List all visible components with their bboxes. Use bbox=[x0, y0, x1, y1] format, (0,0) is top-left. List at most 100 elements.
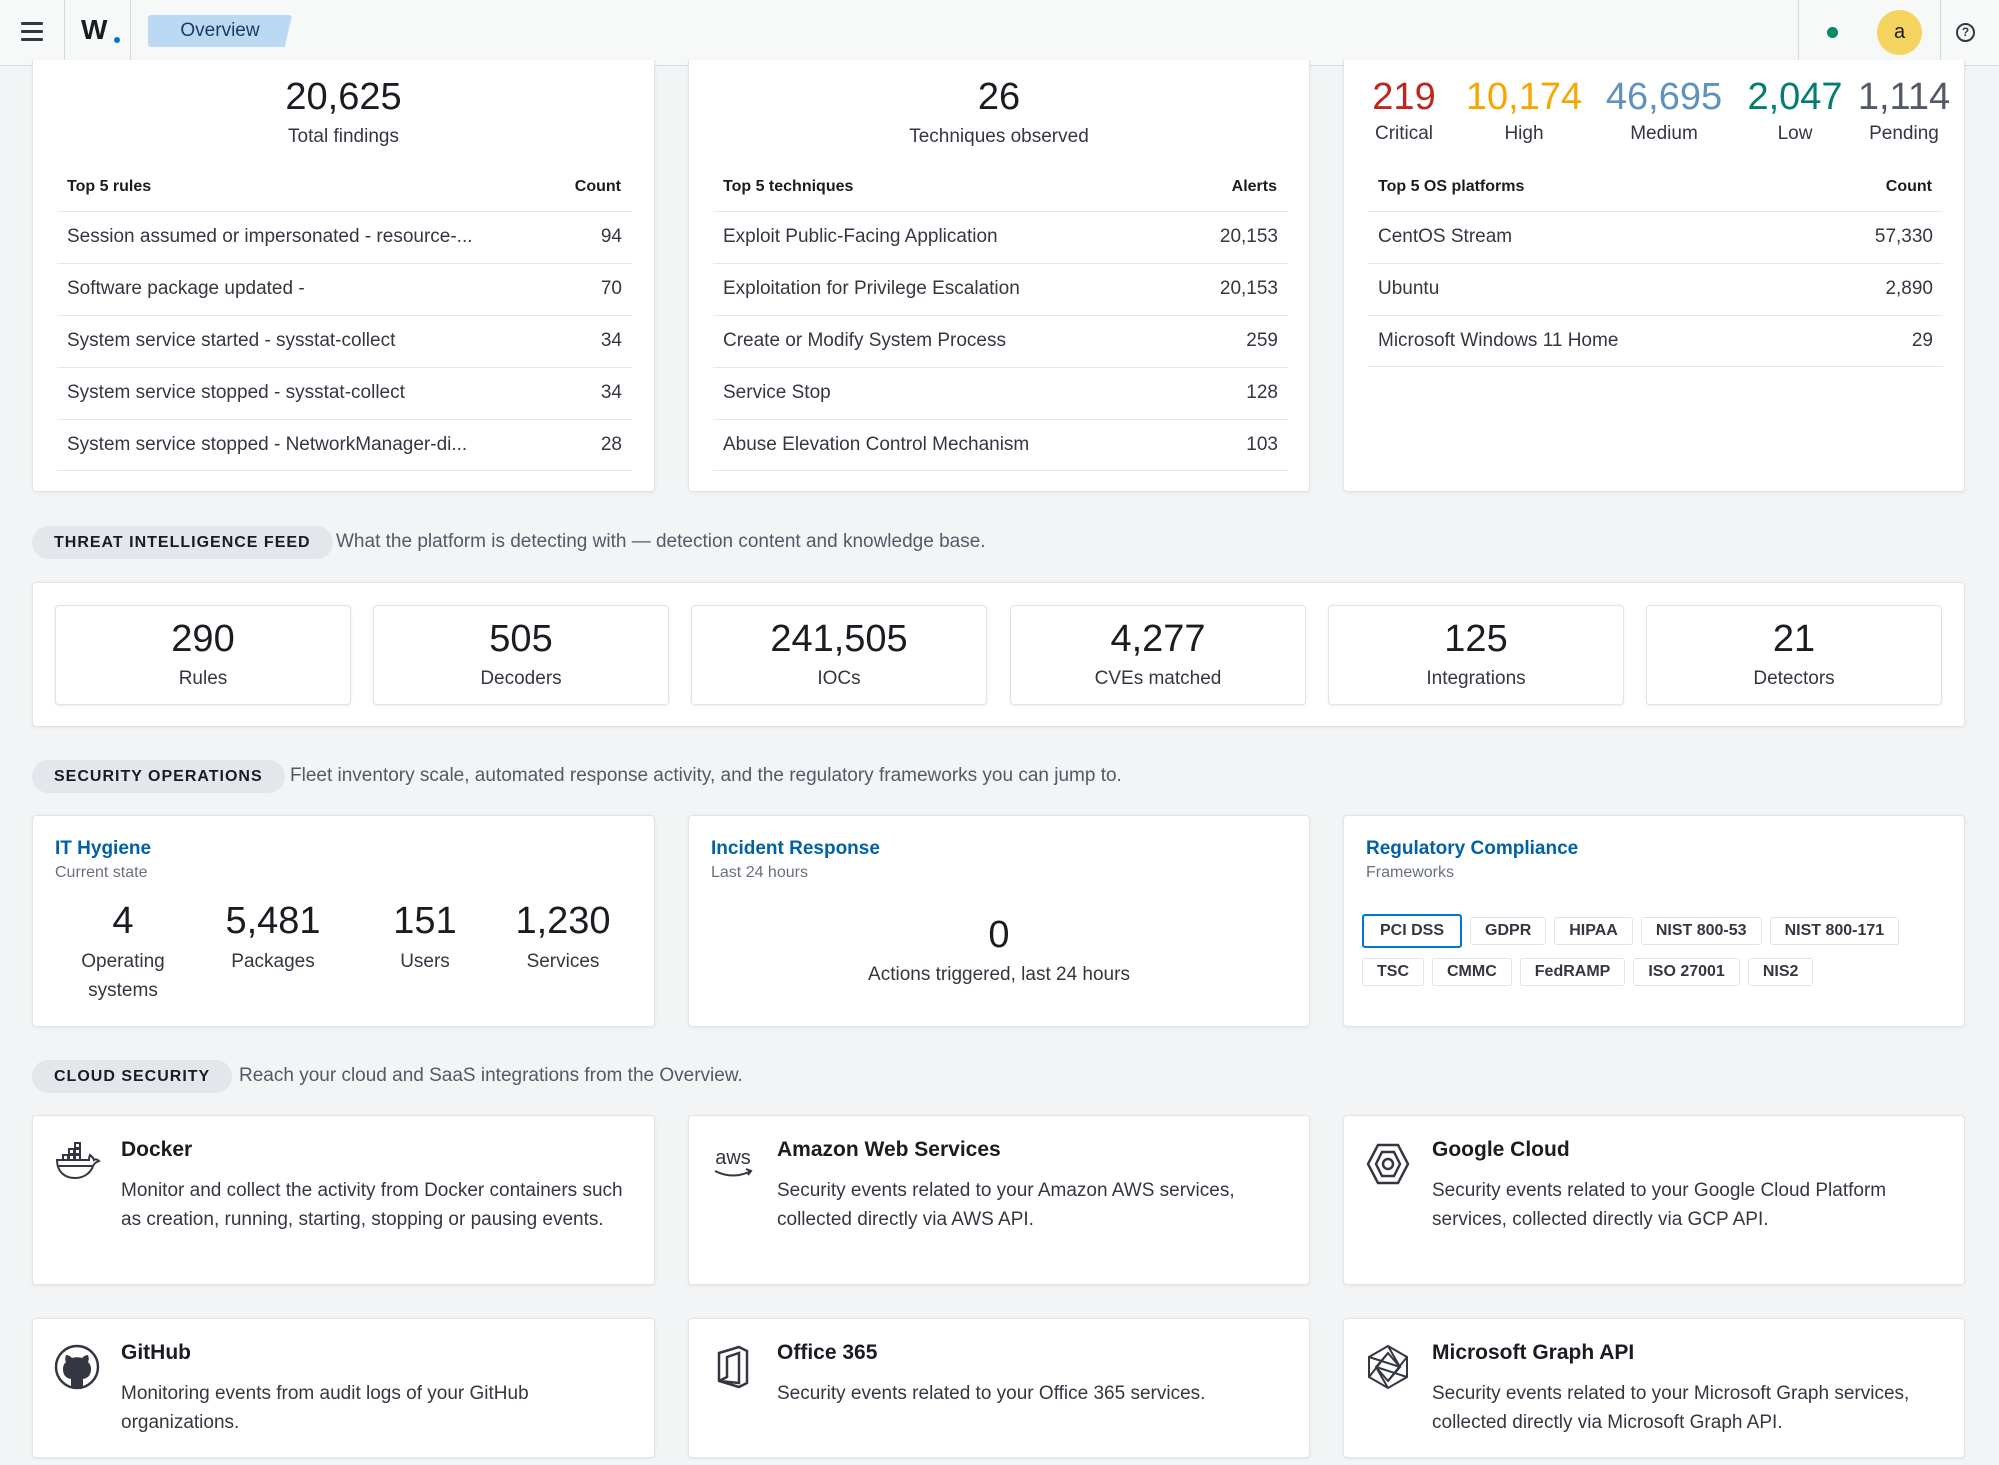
cloud-card-description: Security events related to your Office 3… bbox=[777, 1383, 1206, 1404]
technique-name: Exploit Public-Facing Application bbox=[723, 226, 998, 247]
hygiene-label: Packages bbox=[231, 951, 315, 972]
stat-label: Decoders bbox=[480, 668, 562, 689]
severity-pending[interactable]: 1,114 Pending bbox=[1854, 76, 1954, 145]
table-row[interactable]: CentOS Stream 57,330 bbox=[1368, 211, 1943, 263]
table-row[interactable]: Exploitation for Privilege Escalation 20,… bbox=[713, 263, 1288, 315]
table-row[interactable]: System service stopped - NetworkManager-… bbox=[57, 419, 632, 471]
hygiene-label: Users bbox=[400, 951, 450, 972]
docker-icon bbox=[55, 1142, 101, 1180]
stat-card-iocs[interactable]: 241,505 IOCs bbox=[691, 605, 987, 705]
framework-tag-cmmc[interactable]: CMMC bbox=[1432, 958, 1512, 986]
technique-alerts: 20,153 bbox=[1219, 226, 1278, 247]
stat-label: IOCs bbox=[817, 668, 861, 689]
stat-card-detectors[interactable]: 21 Detectors bbox=[1646, 605, 1942, 705]
hygiene-stat-os[interactable]: 4 Operating systems bbox=[63, 900, 183, 1005]
os-count-header: Count bbox=[1885, 178, 1932, 195]
os-name: Ubuntu bbox=[1378, 278, 1440, 299]
rules-table-header: Top 5 rules bbox=[67, 178, 152, 195]
microsoft-graph-icon bbox=[1368, 1344, 1408, 1390]
stat-card-cves[interactable]: 4,277 CVEs matched bbox=[1010, 605, 1306, 705]
help-icon[interactable]: ? bbox=[1956, 23, 1975, 42]
stat-value: 505 bbox=[489, 618, 553, 660]
cloud-card-github[interactable]: GitHub Monitoring events from audit logs… bbox=[32, 1318, 655, 1458]
cloud-card-title: Docker bbox=[121, 1138, 193, 1161]
framework-tag-nist-800-171[interactable]: NIST 800-171 bbox=[1769, 917, 1900, 945]
framework-tag-tsc[interactable]: TSC bbox=[1362, 958, 1424, 986]
cloud-card-title: Office 365 bbox=[777, 1341, 878, 1364]
technique-alerts: 128 bbox=[1246, 382, 1278, 403]
technique-name: Abuse Elevation Control Mechanism bbox=[723, 434, 1030, 455]
stat-card-integrations[interactable]: 125 Integrations bbox=[1328, 605, 1624, 705]
severity-medium-value: 46,695 bbox=[1605, 76, 1723, 118]
framework-tag-fedramp[interactable]: FedRAMP bbox=[1519, 958, 1626, 986]
hygiene-stat-packages[interactable]: 5,481 Packages bbox=[213, 900, 333, 976]
table-row[interactable]: Exploit Public-Facing Application 20,153 bbox=[713, 211, 1288, 263]
menu-icon[interactable] bbox=[14, 18, 50, 48]
cloud-card-microsoft-graph[interactable]: Microsoft Graph API Security events rela… bbox=[1343, 1318, 1965, 1458]
table-row[interactable]: Abuse Elevation Control Mechanism 103 bbox=[713, 419, 1288, 471]
incident-response-card: Incident Response Last 24 hours 0 Action… bbox=[688, 815, 1310, 1027]
severity-medium[interactable]: 46,695 Medium bbox=[1594, 76, 1734, 145]
framework-tag-hipaa[interactable]: HIPAA bbox=[1554, 917, 1633, 945]
table-row[interactable]: Session assumed or impersonated - resour… bbox=[57, 211, 632, 263]
framework-tag-nist-800-53[interactable]: NIST 800-53 bbox=[1640, 917, 1762, 945]
regulatory-compliance-link[interactable]: Regulatory Compliance bbox=[1366, 838, 1579, 859]
os-table-header: Top 5 OS platforms bbox=[1378, 178, 1525, 195]
stat-card-decoders[interactable]: 505 Decoders bbox=[373, 605, 669, 705]
technique-alerts: 259 bbox=[1246, 330, 1278, 351]
security-ops-description: Fleet inventory scale, automated respons… bbox=[290, 765, 1122, 786]
top-bar: W Overview a ? bbox=[0, 0, 1999, 66]
severity-critical-label: Critical bbox=[1374, 123, 1434, 144]
findings-panel: 20,625 Total findings Top 5 rules Count … bbox=[32, 60, 655, 492]
framework-tag-pci-dss[interactable]: PCI DSS bbox=[1362, 914, 1463, 948]
severity-high[interactable]: 10,174 High bbox=[1464, 76, 1584, 145]
divider bbox=[64, 0, 65, 66]
hygiene-stat-services[interactable]: 1,230 Services bbox=[503, 900, 623, 976]
table-row[interactable]: Software package updated - 70 bbox=[57, 263, 632, 315]
cloud-card-docker[interactable]: Docker Monitor and collect the activity … bbox=[32, 1115, 655, 1285]
table-row[interactable]: Create or Modify System Process 259 bbox=[713, 315, 1288, 367]
severity-critical[interactable]: 219 Critical bbox=[1358, 76, 1450, 145]
divider bbox=[1798, 0, 1799, 66]
stat-value: 290 bbox=[171, 618, 235, 660]
hygiene-stat-users[interactable]: 151 Users bbox=[385, 900, 465, 976]
table-row[interactable]: Microsoft Windows 11 Home 29 bbox=[1368, 315, 1943, 367]
hygiene-value: 5,481 bbox=[225, 900, 321, 942]
cloud-security-section-label: CLOUD SECURITY bbox=[32, 1060, 233, 1093]
it-hygiene-link[interactable]: IT Hygiene bbox=[55, 838, 152, 859]
avatar[interactable]: a bbox=[1877, 10, 1922, 55]
table-row[interactable]: Service Stop 128 bbox=[713, 367, 1288, 419]
cloud-card-aws[interactable]: aws Amazon Web Services Security events … bbox=[688, 1115, 1310, 1285]
cloud-card-description: Monitoring events from audit logs of you… bbox=[121, 1383, 529, 1433]
severity-low[interactable]: 2,047 Low bbox=[1740, 76, 1850, 145]
actions-triggered-label: Actions triggered, last 24 hours bbox=[868, 964, 1130, 985]
severity-low-label: Low bbox=[1777, 123, 1813, 144]
breadcrumb-overview[interactable]: Overview bbox=[148, 15, 292, 47]
incident-response-link[interactable]: Incident Response bbox=[711, 838, 880, 859]
framework-tag-nis2[interactable]: NIS2 bbox=[1747, 958, 1814, 986]
cloud-card-title: Google Cloud bbox=[1432, 1138, 1570, 1161]
hygiene-value: 151 bbox=[393, 900, 457, 942]
technique-name: Create or Modify System Process bbox=[723, 330, 1006, 351]
techniques-panel: 26 Techniques observed Top 5 techniques … bbox=[688, 60, 1310, 492]
cloud-card-title: GitHub bbox=[121, 1341, 191, 1364]
rules-count-header: Count bbox=[574, 178, 621, 195]
table-row[interactable]: Ubuntu 2,890 bbox=[1368, 263, 1943, 315]
stat-value: 241,505 bbox=[770, 618, 908, 660]
framework-tag-gdpr[interactable]: GDPR bbox=[1470, 917, 1547, 945]
stat-value: 125 bbox=[1444, 618, 1508, 660]
techniques-table-header: Top 5 techniques bbox=[723, 178, 854, 195]
framework-tag-iso-27001[interactable]: ISO 27001 bbox=[1633, 958, 1740, 986]
cloud-card-google-cloud[interactable]: Google Cloud Security events related to … bbox=[1343, 1115, 1965, 1285]
os-count: 29 bbox=[1911, 330, 1933, 351]
total-findings-value: 20,625 bbox=[285, 76, 402, 118]
cloud-card-title: Amazon Web Services bbox=[777, 1138, 1001, 1161]
table-row[interactable]: System service started - sysstat-collect… bbox=[57, 315, 632, 367]
logo[interactable]: W bbox=[81, 14, 107, 45]
technique-alerts: 20,153 bbox=[1219, 278, 1278, 299]
cloud-card-description: Security events related to your Amazon A… bbox=[777, 1180, 1235, 1230]
cloud-card-office365[interactable]: Office 365 Security events related to yo… bbox=[688, 1318, 1310, 1458]
regulatory-compliance-card: Regulatory Compliance Frameworks PCI DSS… bbox=[1343, 815, 1965, 1027]
stat-card-rules[interactable]: 290 Rules bbox=[55, 605, 351, 705]
table-row[interactable]: System service stopped - sysstat-collect… bbox=[57, 367, 632, 419]
